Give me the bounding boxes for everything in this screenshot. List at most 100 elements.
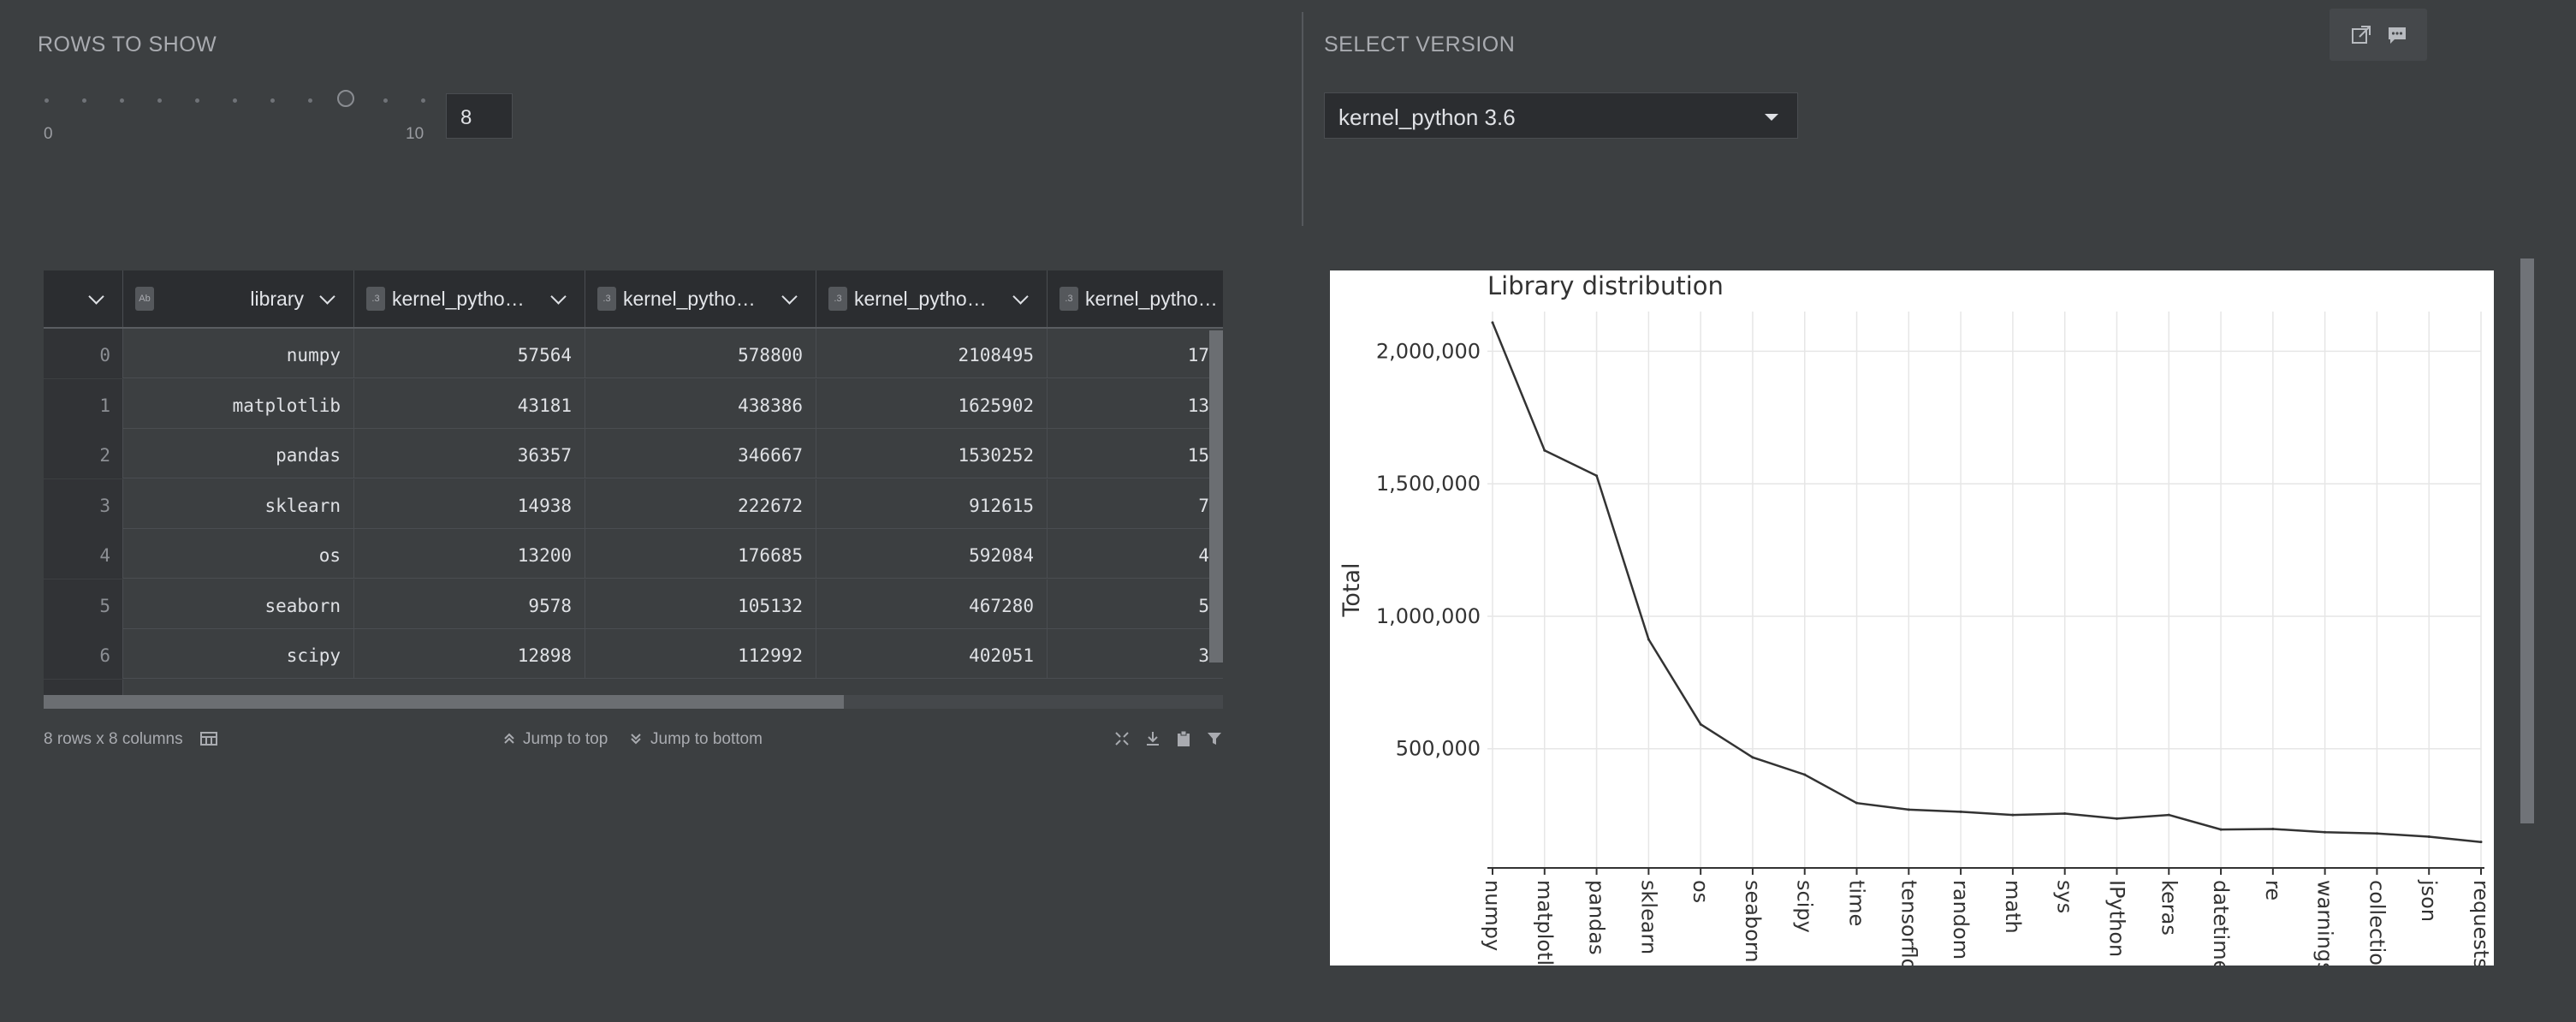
table-cell: 13200 — [354, 529, 585, 579]
chart-panel: 500,000 1,000,000 1,500,000 2,000,000 numpy m… — [1330, 270, 2494, 978]
series-line — [1491, 322, 2482, 843]
data-point — [2219, 828, 2223, 831]
table-cell: 1625902 — [816, 378, 1048, 429]
y-tick-label: 500,000 — [1396, 737, 1481, 761]
y-axis-label: Total — [1338, 562, 1365, 617]
column-header-library[interactable]: Ab library — [123, 270, 354, 327]
chevron-down-icon[interactable] — [88, 288, 104, 305]
data-point — [2063, 812, 2067, 816]
x-tick-label: numpy — [1481, 880, 1505, 951]
slider-tick — [45, 98, 49, 103]
table-cell: 2108495 — [816, 329, 1048, 378]
select-version-label: SELECT VERSION — [1324, 33, 1516, 56]
column-header-kernel-python-3[interactable]: .3 kernel_pytho… — [816, 270, 1048, 327]
data-point — [2479, 841, 2483, 844]
chart-vertical-scrollbar[interactable] — [2520, 258, 2534, 823]
x-tick-label: seaborn — [1741, 880, 1765, 963]
data-table: Ab library .3 kernel_pytho… .3 kernel_py… — [44, 270, 1223, 695]
rows-number-input[interactable]: 8 — [446, 93, 513, 139]
table-row[interactable]: 5 seaborn 9578 105132 467280 5 — [44, 579, 1223, 629]
x-tick-label: sys — [2053, 880, 2077, 913]
download-icon[interactable] — [1143, 729, 1162, 748]
cell-toolbar — [2330, 9, 2427, 61]
panel-divider — [1302, 12, 1303, 226]
data-point — [2375, 832, 2378, 835]
x-tick-label: keras — [2157, 880, 2181, 936]
table-vertical-scrollbar[interactable] — [1209, 330, 1223, 663]
table-row[interactable]: 6 scipy 12898 112992 402051 3 — [44, 629, 1223, 679]
slider-tick — [383, 98, 388, 103]
table-horizontal-scroll-thumb[interactable] — [44, 695, 844, 709]
x-tick-label: IPython — [2104, 880, 2128, 957]
table-cell: 1530252 — [816, 429, 1048, 478]
data-point — [1595, 474, 1599, 478]
jump-top-icon[interactable] — [500, 729, 519, 748]
slider-tick — [82, 98, 86, 103]
table-row-partial — [44, 679, 1223, 695]
x-tick-label: re — [2261, 880, 2285, 900]
number-type-icon: .3 — [366, 287, 385, 311]
chevron-down-icon[interactable] — [550, 288, 567, 305]
chevron-down-icon[interactable] — [1012, 288, 1029, 305]
chart-title: Library distribution — [1487, 271, 1724, 300]
row-index-cell: 2 — [44, 429, 123, 478]
column-header-label: library — [250, 288, 304, 310]
table-cell: 13 — [1187, 395, 1209, 416]
column-header-label: kernel_pytho… — [1085, 288, 1218, 310]
table-row[interactable]: 0 numpy 57564 578800 2108495 17 — [44, 329, 1223, 378]
line-chart: 500,000 1,000,000 1,500,000 2,000,000 numpy m… — [1338, 271, 2493, 978]
column-header-index[interactable] — [44, 270, 123, 327]
table-cell: 9578 — [354, 579, 585, 629]
rows-to-show-label: ROWS TO SHOW — [38, 33, 217, 56]
jump-to-bottom-link[interactable]: Jump to bottom — [650, 730, 763, 748]
collapse-icon[interactable] — [1113, 729, 1131, 748]
table-icon[interactable] — [199, 729, 218, 748]
table-cell: 3 — [1198, 645, 1209, 666]
table-cell: sklearn — [123, 478, 354, 529]
x-tick-label: time — [1845, 880, 1869, 926]
table-cell: 5 — [1198, 595, 1209, 616]
chevron-down-icon[interactable] — [781, 288, 798, 305]
x-tick-label: math — [2001, 880, 2025, 934]
data-point — [1543, 449, 1546, 452]
data-point — [2427, 835, 2431, 838]
clipboard-icon[interactable] — [1174, 729, 1193, 748]
external-link-icon[interactable] — [2350, 24, 2372, 46]
jump-bottom-icon[interactable] — [626, 729, 645, 748]
column-header-kernel-python-1[interactable]: .3 kernel_pytho… — [354, 270, 585, 327]
table-row[interactable]: 3 sklearn 14938 222672 912615 7 — [44, 478, 1223, 529]
data-point — [1699, 722, 1702, 726]
comment-icon[interactable] — [2386, 24, 2408, 46]
table-scroll-track — [44, 695, 1223, 709]
table-cell: 36357 — [354, 429, 585, 478]
table-row[interactable]: 2 pandas 36357 346667 1530252 15 — [44, 429, 1223, 478]
number-type-icon: .3 — [1059, 287, 1078, 311]
table-row[interactable]: 4 os 13200 176685 592084 4 — [44, 529, 1223, 579]
data-point — [2271, 828, 2275, 830]
y-tick-label: 1,500,000 — [1376, 472, 1481, 496]
table-cell: 592084 — [816, 529, 1048, 579]
table-cell: seaborn — [123, 579, 354, 629]
column-header-kernel-python-2[interactable]: .3 kernel_pytho… — [585, 270, 816, 327]
table-cell: matplotlib — [123, 378, 354, 429]
x-tick-label: scipy — [1793, 880, 1817, 933]
y-tick-label: 2,000,000 — [1376, 339, 1481, 363]
column-header-label: kernel_pytho… — [392, 288, 525, 310]
table-cell: 222672 — [585, 478, 816, 529]
text-type-icon: Ab — [135, 287, 154, 311]
filter-icon[interactable] — [1205, 729, 1224, 748]
x-tick-label: warnings — [2313, 880, 2337, 966]
table-cell: 912615 — [816, 478, 1048, 529]
column-header-kernel-python-4[interactable]: .3 kernel_pytho… — [1048, 270, 1223, 327]
data-point — [1803, 773, 1807, 776]
table-header: Ab library .3 kernel_pytho… .3 kernel_py… — [44, 270, 1223, 329]
rows-slider-thumb[interactable] — [337, 90, 354, 107]
x-tick-label: tensorflo — [1896, 880, 1920, 966]
version-select[interactable]: kernel_python 3.6 — [1324, 92, 1798, 139]
table-cell: 12898 — [354, 629, 585, 679]
chevron-down-icon[interactable] — [319, 288, 335, 305]
table-cell: os — [123, 529, 354, 579]
table-row[interactable]: 1 matplotlib 43181 438386 1625902 13 — [44, 378, 1223, 429]
jump-to-top-link[interactable]: Jump to top — [523, 730, 608, 748]
rows-slider-track[interactable] — [45, 98, 425, 103]
